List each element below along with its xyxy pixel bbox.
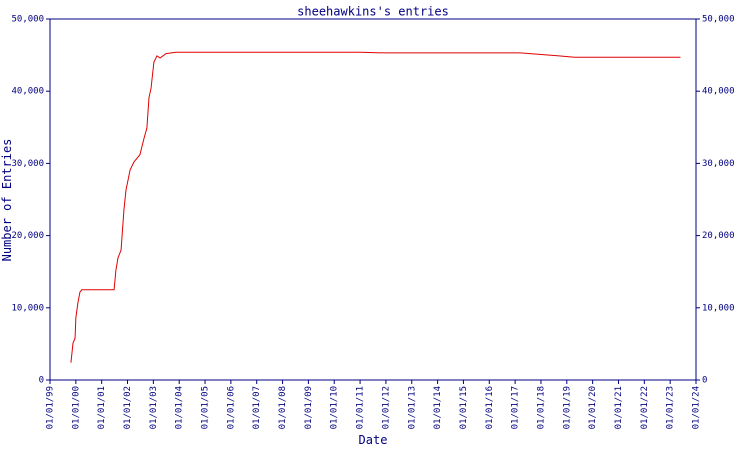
- chart-title: sheehawkins's entries: [297, 5, 449, 19]
- x-tick-label: 01/01/03: [149, 386, 159, 429]
- plot-frame: [49, 18, 697, 381]
- x-tick-label: 01/01/02: [123, 386, 133, 429]
- x-tick-label: 01/01/06: [226, 386, 236, 429]
- y-tick-label: 40,000: [11, 87, 44, 97]
- x-tick-label: 01/01/18: [536, 386, 546, 429]
- x-tick-label: 01/01/13: [407, 386, 417, 429]
- y2-tick-label: 10,000: [702, 303, 735, 313]
- x-axis-label: Date: [359, 433, 388, 447]
- line: [70, 51, 681, 363]
- y2-tick-label: 30,000: [702, 159, 735, 169]
- y2-tick-label: 40,000: [702, 87, 735, 97]
- x-tick-label: 01/01/01: [97, 386, 107, 429]
- x-tick-label: 01/01/16: [485, 386, 495, 429]
- x-tick-label: 01/01/14: [433, 386, 443, 429]
- y-tick-label: 10,000: [11, 303, 44, 313]
- y-axis-label: Number of Entries: [0, 139, 14, 262]
- x-tick-label: 01/01/05: [201, 386, 211, 429]
- x-tick-label: 01/01/15: [459, 386, 469, 429]
- x-tick-label: 01/01/11: [356, 386, 366, 429]
- x-tick-label: 01/01/04: [175, 386, 185, 429]
- y-tick-label: 20,000: [11, 231, 44, 241]
- x-tick-label: 01/01/23: [666, 386, 676, 429]
- x-tick-label: 01/01/99: [46, 386, 56, 429]
- x-tick-label: 01/01/20: [588, 386, 598, 429]
- x-tick-label: 01/01/00: [71, 386, 81, 429]
- x-tick-label: 01/01/07: [252, 386, 262, 429]
- x-tick-label: 01/01/21: [614, 386, 624, 429]
- y-tick-label: 30,000: [11, 159, 44, 169]
- x-tick-label: 01/01/12: [381, 386, 391, 429]
- x-tick-label: 01/01/19: [562, 386, 572, 429]
- x-tick-label: 01/01/24: [692, 386, 702, 429]
- x-tick-label: 01/01/08: [278, 386, 288, 429]
- y2-tick-label: 50,000: [702, 15, 735, 25]
- x-tick-label: 01/01/22: [640, 386, 650, 429]
- x-tick-label: 01/01/17: [511, 386, 521, 429]
- y2-tick-label: 20,000: [702, 231, 735, 241]
- x-tick-label: 01/01/09: [304, 386, 314, 429]
- x-tick-label: 01/01/10: [330, 386, 340, 429]
- y-tick-label: 0: [39, 376, 44, 386]
- y2-tick-label: 0: [702, 376, 707, 386]
- y-tick-label: 50,000: [11, 15, 44, 25]
